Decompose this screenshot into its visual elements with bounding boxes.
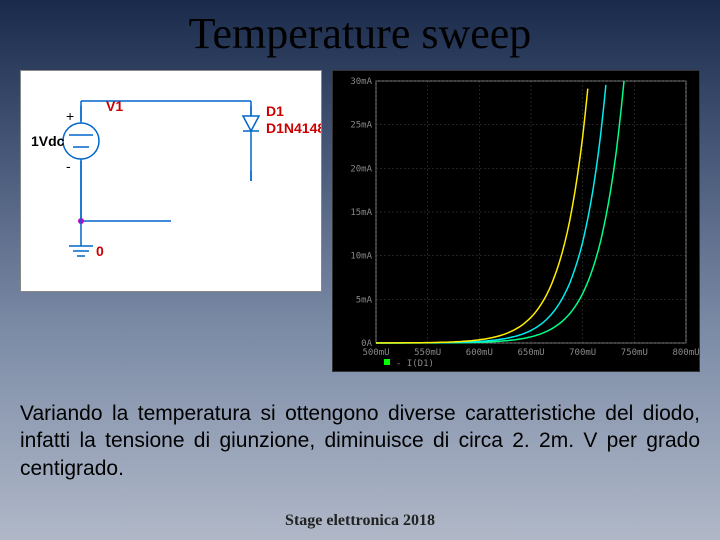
content-row: + - — [20, 70, 700, 372]
svg-text:10mA: 10mA — [350, 252, 372, 262]
circuit-panel: + - — [20, 70, 322, 292]
svg-text:5mA: 5mA — [356, 295, 373, 305]
svg-text:- I(D1): - I(D1) — [396, 359, 434, 369]
plus-label: + — [66, 108, 74, 124]
slide: Temperature sweep + - — [0, 0, 720, 540]
diode-model-label: D1N4148 — [266, 120, 321, 136]
ground-label: 0 — [96, 243, 104, 259]
minus-label: - — [66, 158, 71, 174]
svg-text:800mU: 800mU — [672, 348, 699, 358]
chart-svg: 0A5mA10mA15mA20mA25mA30mA500mU550mU600mU… — [333, 71, 699, 371]
source-name-label: V1 — [106, 98, 123, 114]
chart-panel: 0A5mA10mA15mA20mA25mA30mA500mU550mU600mU… — [332, 70, 700, 372]
slide-title: Temperature sweep — [0, 8, 720, 59]
footer-text: Stage elettronica 2018 — [0, 512, 720, 530]
svg-text:550mU: 550mU — [414, 348, 441, 358]
svg-text:15mA: 15mA — [350, 208, 372, 218]
circuit-svg: + - — [21, 71, 321, 291]
svg-text:20mA: 20mA — [350, 164, 372, 174]
body-text: Variando la temperatura si ottengono div… — [20, 400, 700, 482]
svg-text:30mA: 30mA — [350, 77, 372, 87]
source-value-label: 1Vdc — [31, 133, 65, 149]
svg-text:700mU: 700mU — [569, 348, 596, 358]
diode-name-label: D1 — [266, 103, 284, 119]
svg-text:600mU: 600mU — [466, 348, 493, 358]
svg-text:650mU: 650mU — [517, 348, 544, 358]
voltage-source-icon — [63, 123, 99, 159]
svg-text:750mU: 750mU — [621, 348, 648, 358]
svg-text:25mA: 25mA — [350, 121, 372, 131]
svg-text:500mU: 500mU — [362, 348, 389, 358]
